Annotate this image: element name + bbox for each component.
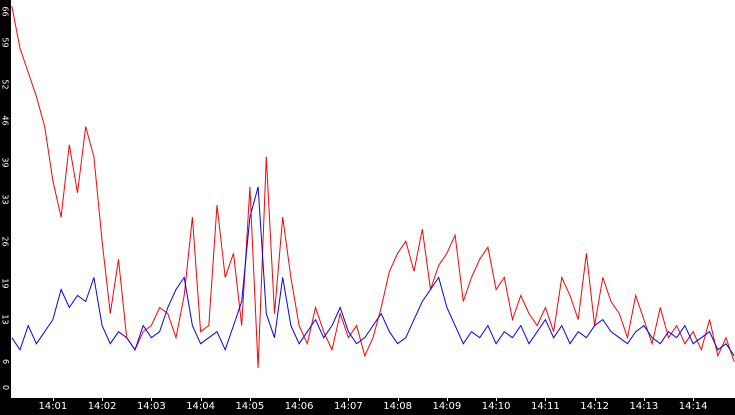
- y-tick-label: 52: [1, 79, 10, 90]
- y-tick-label: 6: [1, 359, 10, 365]
- x-tick-label: 14:01: [38, 401, 68, 412]
- y-tick-label: 19: [1, 278, 10, 289]
- x-tick-mark: [250, 398, 251, 401]
- x-tick-mark: [447, 398, 448, 401]
- x-tick-label: 14:13: [629, 401, 659, 412]
- series-line-1: [11, 5, 735, 368]
- x-tick-label: 14:07: [333, 401, 363, 412]
- y-tick-label: 39: [1, 157, 10, 168]
- x-tick-mark: [53, 398, 54, 401]
- series-line-2: [11, 186, 735, 357]
- x-tick-mark: [496, 398, 497, 401]
- y-tick-label: 33: [1, 193, 10, 205]
- x-tick-label: 14:10: [481, 401, 511, 412]
- x-tick-mark: [201, 398, 202, 401]
- x-tick-label: 14:02: [87, 401, 117, 412]
- y-axis-strip: [0, 0, 11, 398]
- x-tick-mark: [348, 398, 349, 401]
- x-tick-mark: [299, 398, 300, 401]
- y-tick-label: 0: [1, 384, 10, 390]
- x-axis-strip: [0, 398, 735, 415]
- y-tick-label: 46: [1, 115, 10, 126]
- y-tick-label: 59: [1, 37, 10, 48]
- x-tick-label: 14:09: [432, 401, 462, 412]
- x-tick-label: 14:04: [186, 401, 216, 412]
- x-tick-label: 14:11: [530, 401, 560, 412]
- x-tick-label: 14:14: [678, 401, 708, 412]
- x-tick-label: 14:05: [235, 401, 265, 412]
- x-tick-mark: [545, 398, 546, 401]
- x-tick-mark: [102, 398, 103, 401]
- x-tick-mark: [151, 398, 152, 401]
- x-tick-label: 14:06: [284, 401, 314, 412]
- x-tick-mark: [595, 398, 596, 401]
- x-tick-label: 14:12: [580, 401, 610, 412]
- x-tick-label: 14:08: [383, 401, 413, 412]
- y-tick-label: 66: [1, 5, 10, 17]
- series-layer: [11, 5, 735, 368]
- x-tick-mark: [693, 398, 694, 401]
- x-tick-mark: [644, 398, 645, 401]
- y-tick-label: 13: [1, 314, 10, 325]
- y-tick-label: 26: [1, 236, 10, 247]
- x-tick-mark: [398, 398, 399, 401]
- x-tick-label: 14:03: [136, 401, 166, 412]
